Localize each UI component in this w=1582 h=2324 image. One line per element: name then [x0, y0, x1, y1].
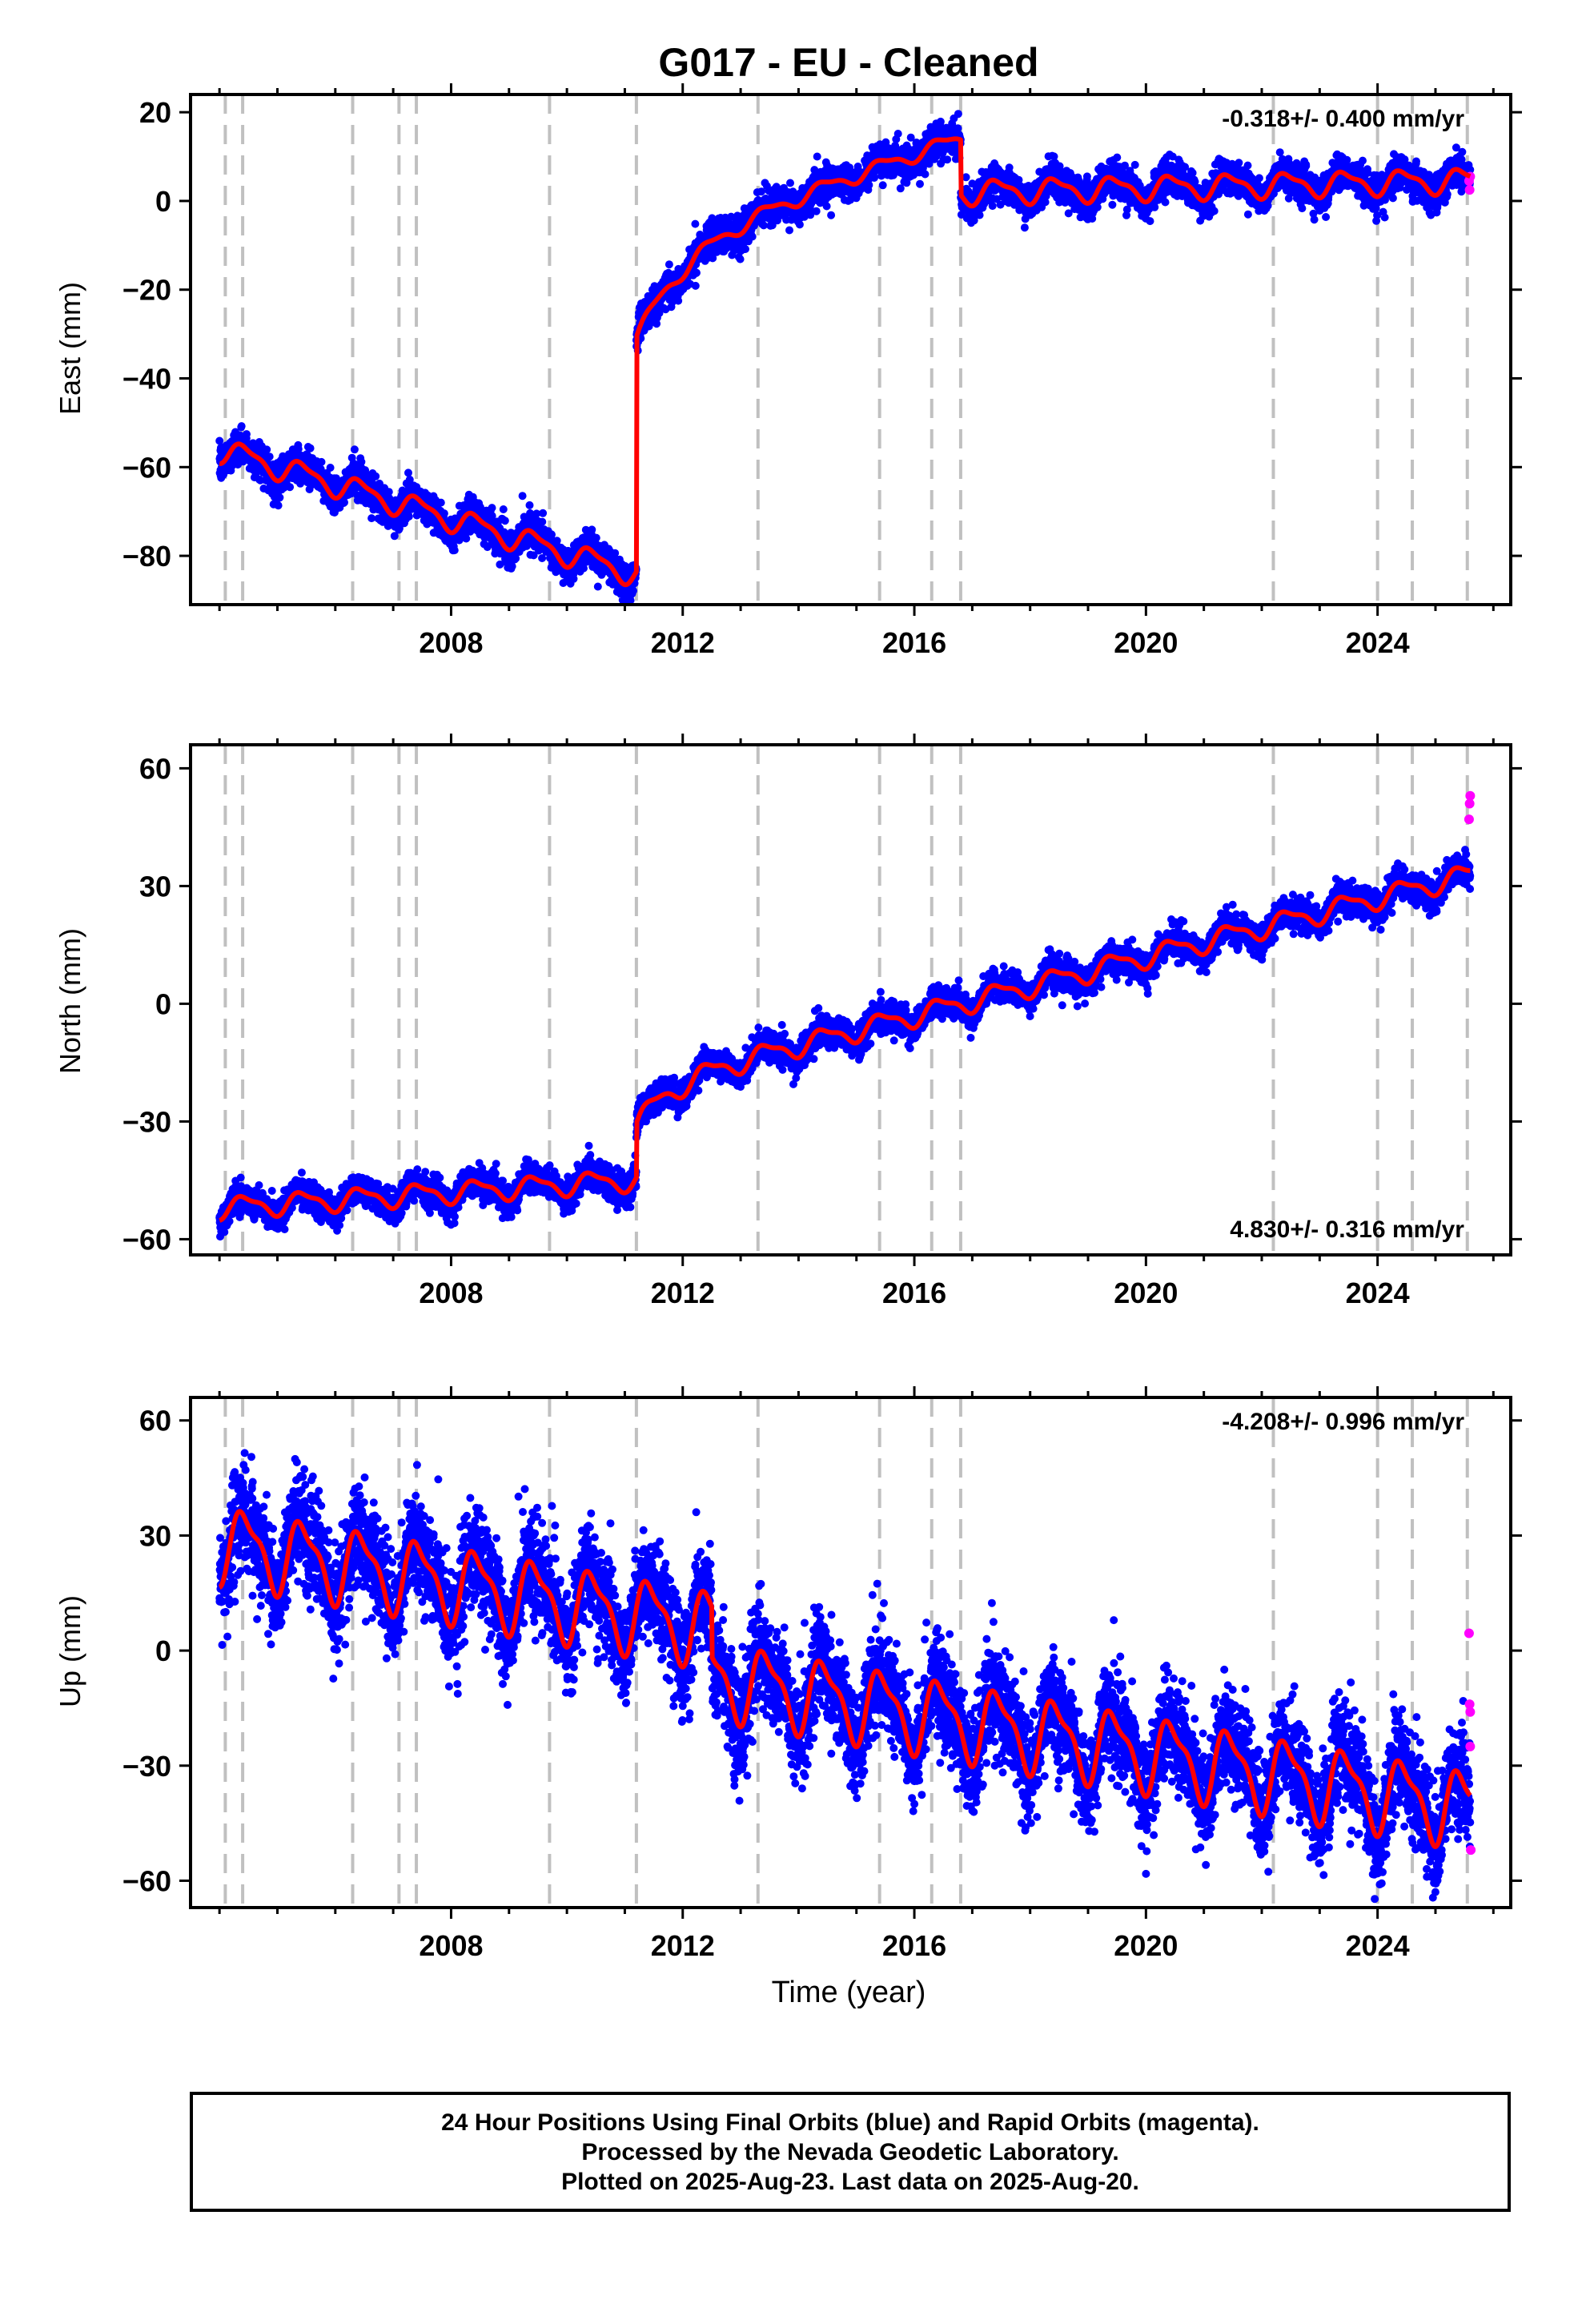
x-tick-label: 2020 [1114, 1929, 1178, 1962]
rate-annotation: -0.318+/- 0.400 mm/yr [1222, 106, 1464, 132]
x-tick-label: 2024 [1346, 626, 1410, 659]
y-tick-label: 60 [139, 752, 171, 785]
x-tick-label: 2012 [651, 626, 715, 659]
y-tick-label: −20 [122, 274, 171, 307]
y-tick-label: −80 [122, 540, 171, 573]
rapid-orbit-point [1465, 1742, 1475, 1751]
y-axis: 60 30 0 −30 −60 [122, 752, 1522, 1256]
chart-title: G017 - EU - Cleaned [658, 40, 1038, 85]
x-axis: 2008 2012 2016 2020 2024 [219, 1386, 1493, 1962]
y-tick-label: −60 [122, 451, 171, 484]
rapid-orbit-point [1465, 791, 1475, 801]
final-orbit-points [215, 791, 1475, 1240]
x-tick-label: 2016 [882, 1277, 946, 1309]
y-tick-label: −40 [122, 363, 171, 396]
rapid-orbit-point [1465, 185, 1475, 195]
footer-line-1: 24 Hour Positions Using Final Orbits (bl… [441, 2108, 1259, 2137]
y-tick-label: 0 [155, 987, 171, 1020]
footer-box: 24 Hour Positions Using Final Orbits (bl… [190, 2092, 1511, 2212]
x-tick-label: 2016 [882, 1929, 946, 1962]
footer-line-2: Processed by the Nevada Geodetic Laborat… [581, 2137, 1118, 2167]
final-orbit-marks [215, 110, 1474, 606]
y-tick-label: −30 [122, 1750, 171, 1783]
x-tick-label: 2008 [419, 1277, 483, 1309]
final-orbit-marks [215, 846, 1474, 1240]
x-tick-label: 2012 [651, 1929, 715, 1962]
x-tick-label: 2024 [1346, 1929, 1410, 1962]
y-axis-label-north: North (mm) [54, 928, 86, 1074]
rate-annotation: -4.208+/- 0.996 mm/yr [1222, 1409, 1464, 1435]
y-tick-label: 30 [139, 1519, 171, 1552]
north-panel: 60 30 0 −30 −60 2008 2012 2016 2020 2024 4.830+/- … [122, 734, 1522, 1309]
y-tick-label: 0 [155, 185, 171, 218]
rapid-orbit-point [1466, 1845, 1476, 1855]
rapid-orbit-point [1464, 814, 1474, 824]
final-orbit-marks [215, 1449, 1474, 1916]
y-tick-label: 20 [139, 96, 171, 129]
east-panel: 20 0 −20 −40 −60 −80 2008 2012 2016 2020 2024 -0.31… [122, 83, 1522, 659]
x-tick-label: 2008 [419, 626, 483, 659]
x-tick-label: 2012 [651, 1277, 715, 1309]
offset-lines [225, 1397, 1467, 1908]
final-orbit-points [215, 110, 1475, 606]
x-tick-label: 2008 [419, 1929, 483, 1962]
up-panel: 60 30 0 −30 −60 2008 2012 2016 2020 2024 -4.208+/-… [122, 1386, 1522, 1962]
y-tick-label: −60 [122, 1864, 171, 1897]
y-tick-label: 60 [139, 1405, 171, 1437]
plot-frame [191, 745, 1511, 1255]
y-tick-label: 0 [155, 1634, 171, 1667]
x-axis-label: Time (year) [772, 1976, 926, 2009]
footer-line-3: Plotted on 2025-Aug-23. Last data on 202… [561, 2167, 1139, 2197]
y-tick-label: 30 [139, 870, 171, 903]
x-tick-label: 2024 [1346, 1277, 1410, 1309]
rapid-orbit-point [1465, 1707, 1475, 1717]
x-tick-label: 2020 [1114, 626, 1178, 659]
rapid-orbit-point [1464, 1629, 1474, 1638]
y-axis-label-east: East (mm) [54, 282, 86, 415]
x-tick-label: 2016 [882, 626, 946, 659]
y-tick-label: −30 [122, 1105, 171, 1138]
y-axis-label-up: Up (mm) [54, 1595, 86, 1707]
final-orbit-points [215, 1449, 1476, 1916]
x-tick-label: 2020 [1114, 1277, 1178, 1309]
y-tick-label: −60 [122, 1223, 171, 1256]
rate-annotation: 4.830+/- 0.316 mm/yr [1230, 1216, 1464, 1243]
